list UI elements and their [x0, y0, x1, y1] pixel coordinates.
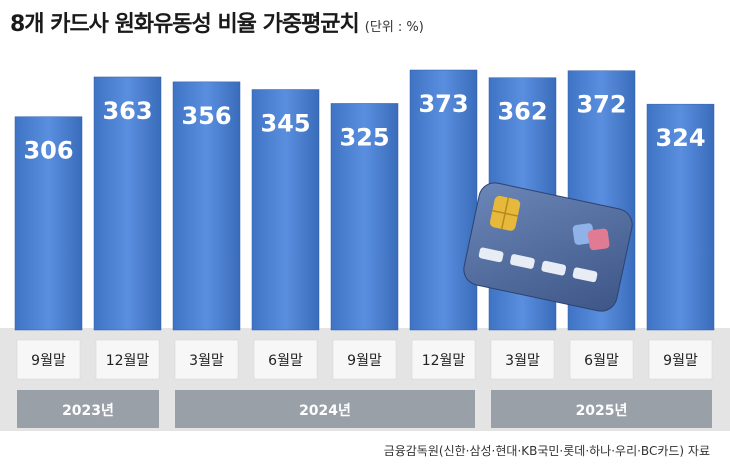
tick-label-box	[569, 339, 634, 380]
year-label: 2024년	[299, 403, 351, 419]
data-label: 363	[102, 97, 152, 125]
bar	[330, 103, 399, 331]
chart-title: 8개 카드사 원화유동성 비율 가중평균치	[10, 12, 360, 37]
tick-label-box	[16, 339, 81, 380]
tick-label: 3월말	[505, 353, 540, 369]
bar	[14, 116, 83, 331]
tick-label: 9월말	[31, 353, 66, 369]
year-label: 2023년	[62, 403, 114, 419]
data-label: 356	[181, 102, 231, 130]
data-label: 325	[339, 123, 389, 151]
bar	[646, 103, 715, 331]
year-label: 2025년	[576, 403, 628, 419]
tick-label: 6월말	[268, 353, 303, 369]
title-row: 8개 카드사 원화유동성 비율 가중평균치 (단위 : %)	[10, 6, 424, 42]
data-label: 345	[260, 110, 310, 138]
tick-label-box	[253, 339, 318, 380]
bars-layer: 306 363 356 345 325 373 362 372 324	[14, 69, 715, 331]
tick-label-box	[490, 339, 555, 380]
tick-label-box	[648, 339, 713, 380]
data-label: 373	[418, 90, 468, 118]
tick-label-box	[95, 339, 160, 380]
source-note: 금융감독원(신한·삼성·현대·KB국민·롯데·하나·우리·BC카드) 자료	[383, 444, 710, 458]
bar	[409, 69, 478, 331]
tick-label: 9월말	[663, 353, 698, 369]
bar	[172, 81, 241, 331]
data-label: 306	[23, 137, 73, 165]
credit-card-icon	[463, 182, 633, 312]
data-label: 324	[655, 124, 705, 152]
unit-label: (단위 : %)	[364, 20, 424, 35]
tick-label: 12월말	[422, 353, 466, 369]
tick-label: 12월말	[106, 353, 150, 369]
year-band	[17, 390, 159, 428]
x-axis: 9월말 12월말 3월말 6월말 9월말 12월말 3월말 6월말 9월말	[16, 339, 713, 380]
year-bands: 2023년 2024년 2025년	[17, 390, 712, 428]
data-label: 372	[576, 91, 626, 119]
bar	[251, 89, 320, 331]
tick-label-box	[332, 339, 397, 380]
tick-label: 3월말	[189, 353, 224, 369]
tick-label: 6월말	[584, 353, 619, 369]
year-band	[491, 390, 712, 428]
tick-label-box	[411, 339, 476, 380]
data-label: 362	[497, 98, 547, 126]
tick-label-box	[174, 339, 239, 380]
year-band	[175, 390, 475, 428]
bar	[93, 76, 162, 331]
tick-label: 9월말	[347, 353, 382, 369]
